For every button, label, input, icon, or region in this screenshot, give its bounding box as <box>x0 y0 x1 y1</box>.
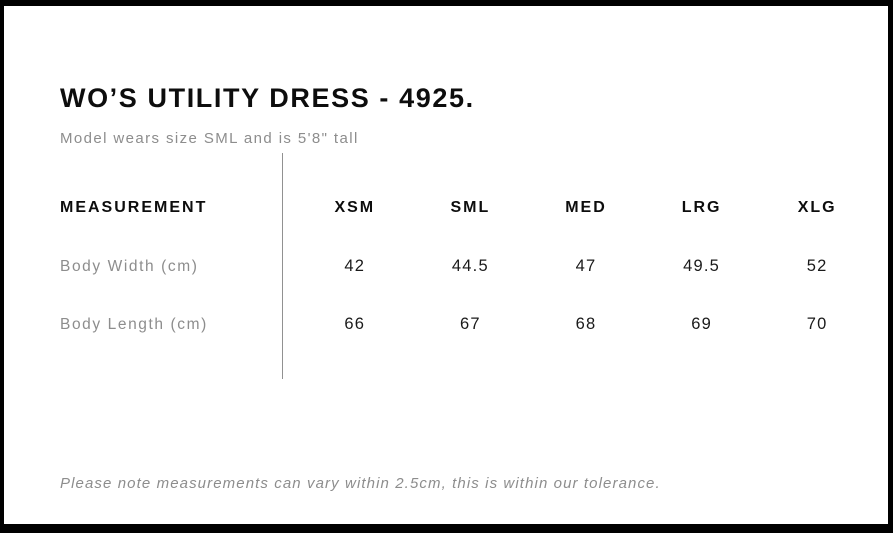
table-row-body-length: Body Length (cm) 66 67 68 69 70 <box>60 295 875 354</box>
body-width-lrg-value: 49.5 <box>683 257 721 275</box>
row-label-body-length: Body Length (cm) <box>60 315 208 333</box>
body-length-xlg-value: 70 <box>806 315 828 333</box>
frame-bar-top <box>0 0 893 6</box>
body-length-sml-value: 67 <box>460 315 481 333</box>
column-header-med: MED <box>565 199 607 216</box>
column-header-sml: SML <box>450 199 491 216</box>
frame-bar-bottom <box>0 524 893 533</box>
size-chart-header-row: MEASUREMENT XSM SML MED LRG XLG <box>60 178 875 238</box>
table-row-body-width: Body Width (cm) 42 44.5 47 49.5 52 <box>60 238 875 295</box>
body-width-med-value: 47 <box>575 257 597 275</box>
tolerance-note: Please note measurements can vary within… <box>60 475 661 492</box>
column-header-measurement: MEASUREMENT <box>60 199 208 216</box>
model-size-note: Model wears size SML and is 5'8" tall <box>60 130 359 147</box>
frame-border-left <box>0 0 4 533</box>
body-length-xsm-value: 66 <box>344 315 366 333</box>
table-column-divider <box>282 153 283 379</box>
page-title: WO’S UTILITY DRESS - 4925. <box>60 83 475 114</box>
body-length-lrg-value: 69 <box>691 315 712 333</box>
body-length-med-value: 68 <box>575 315 597 333</box>
column-header-lrg: LRG <box>681 199 722 216</box>
column-header-xlg: XLG <box>797 199 837 216</box>
column-header-xsm: XSM <box>334 199 376 216</box>
body-width-sml-value: 44.5 <box>451 257 489 275</box>
body-width-xsm-value: 42 <box>344 257 366 275</box>
body-width-xlg-value: 52 <box>806 257 828 275</box>
size-chart-table: MEASUREMENT XSM SML MED LRG XLG Body Wid… <box>60 178 875 354</box>
row-label-body-width: Body Width (cm) <box>60 257 199 275</box>
frame-border-right <box>888 0 893 533</box>
